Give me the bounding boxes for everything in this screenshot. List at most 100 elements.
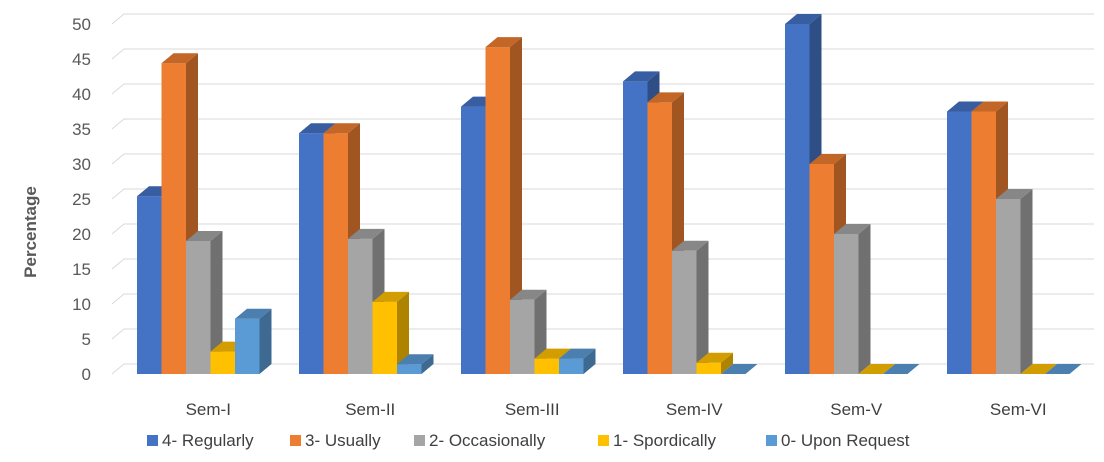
y-tick-label: 20: [72, 225, 91, 244]
y-tick-label: 5: [82, 330, 91, 349]
bar-front: [971, 111, 996, 374]
y-tick-label: 35: [72, 120, 91, 139]
legend-label: 1- Spordically: [613, 431, 716, 450]
bar-front: [623, 81, 648, 375]
bar-front: [785, 24, 810, 374]
gridline: [111, 153, 1094, 165]
bar-sem-v-s2: [834, 224, 871, 374]
bar-top: [323, 123, 360, 134]
bar-top: [785, 14, 822, 24]
bar-top: [372, 291, 409, 302]
bar-top: [299, 123, 336, 134]
legend-label: 3- Usually: [305, 431, 381, 450]
bar-side: [259, 308, 272, 374]
legend-label: 0- Upon Request: [781, 431, 910, 450]
bar-side: [421, 354, 434, 374]
bar-top: [510, 289, 547, 300]
bar-sem-i-s2: [186, 231, 223, 374]
bar-top: [1045, 364, 1082, 374]
bar-top: [809, 154, 846, 164]
bar-front: [348, 238, 373, 374]
bar-side: [210, 231, 223, 374]
y-axis-ticks: 0 5 10 15 20 25 30 35 40 45 50: [72, 15, 91, 384]
bar-top: [858, 364, 895, 374]
bar-sem-i-s4: [235, 308, 272, 374]
x-category-label: Sem-I: [186, 400, 231, 419]
bar-front: [161, 63, 186, 374]
legend-item: 3- Usually: [290, 431, 381, 450]
bar-top: [186, 231, 223, 241]
legend-label: 2- Occasionally: [429, 431, 546, 450]
gridline: [111, 188, 1094, 200]
bar-sem-ii-s3: [372, 291, 409, 374]
bar-side: [721, 352, 733, 374]
legend-swatch: [414, 435, 425, 446]
gridline: [111, 13, 1094, 25]
bar-top: [161, 53, 198, 64]
legend-item: 0- Upon Request: [766, 431, 910, 450]
bar-sem-v-s4: [883, 364, 920, 374]
bar-top: [947, 101, 984, 112]
legend-item: 4- Regularly: [147, 431, 254, 450]
bar-side: [1020, 189, 1033, 374]
bar-side: [858, 224, 871, 374]
bar-top: [971, 101, 1008, 112]
bar-front: [397, 364, 422, 374]
y-tick-label: 25: [72, 190, 91, 209]
legend-label: 4- Regularly: [162, 431, 254, 450]
bar-front: [299, 133, 324, 374]
bar-front: [559, 358, 584, 374]
bar-side: [583, 348, 596, 374]
gridlines: [111, 13, 1094, 375]
y-tick-label: 15: [72, 260, 91, 279]
legend: 4- Regularly 3- Usually 2- Occasionally 1- …: [147, 431, 910, 450]
bar-sem-iii-s1: [485, 37, 522, 374]
bar-sem-v-s3: [858, 364, 895, 374]
bar-front: [510, 299, 535, 374]
bar-side: [696, 240, 709, 374]
bar-side: [510, 37, 522, 374]
gridline: [111, 363, 1094, 375]
y-tick-label: 10: [72, 295, 91, 314]
bar-top: [559, 348, 596, 359]
gridline: [111, 223, 1094, 235]
bar-front: [996, 199, 1021, 374]
bar-front: [186, 241, 211, 374]
gridline: [111, 118, 1094, 130]
bar-sem-vi-s2: [996, 189, 1033, 374]
bar-front: [809, 164, 834, 374]
legend-swatch: [598, 435, 609, 446]
x-category-label: Sem-III: [505, 400, 560, 419]
gridline: [111, 328, 1094, 340]
bar-top: [397, 354, 434, 365]
bar-top: [721, 364, 758, 374]
legend-item: 2- Occasionally: [414, 431, 546, 450]
y-tick-label: 30: [72, 155, 91, 174]
bar-sem-ii-s4: [397, 354, 434, 374]
bar-side: [397, 291, 409, 374]
bar-front: [210, 351, 235, 374]
bar-top: [834, 224, 871, 234]
gridline: [111, 258, 1094, 270]
bar-top: [996, 189, 1033, 199]
legend-swatch: [147, 435, 158, 446]
legend-swatch: [290, 435, 301, 446]
bar-front: [235, 318, 260, 374]
bar-top: [348, 228, 385, 239]
bar-top: [1020, 364, 1057, 374]
bar-front: [372, 301, 397, 374]
y-axis-title: Percentage: [21, 186, 40, 278]
bar-top: [623, 71, 660, 82]
bar-sem-vi-s3: [1020, 364, 1057, 374]
bar-front: [323, 133, 348, 374]
bar-front: [647, 102, 672, 375]
x-category-label: Sem-VI: [990, 400, 1047, 419]
gridline: [111, 83, 1094, 95]
y-tick-label: 45: [72, 50, 91, 69]
y-tick-label: 50: [72, 15, 91, 34]
gridline: [111, 48, 1094, 60]
bar-sem-iv-s3: [696, 352, 733, 374]
bar-top: [235, 308, 272, 319]
legend-item: 1- Spordically: [598, 431, 716, 450]
